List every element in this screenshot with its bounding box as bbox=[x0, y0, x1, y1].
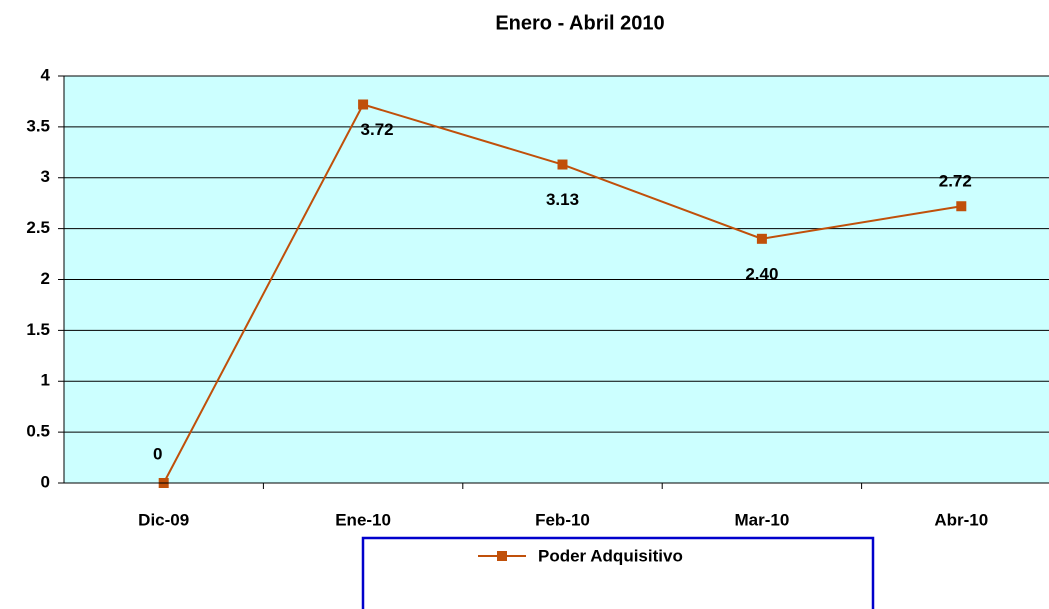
y-tick-label: 3.5 bbox=[26, 116, 50, 135]
x-tick-label: Mar-10 bbox=[734, 510, 789, 529]
data-point bbox=[557, 159, 568, 170]
x-tick-label: Abr-10 bbox=[934, 510, 988, 529]
y-tick-label: 1 bbox=[41, 371, 50, 390]
legend bbox=[361, 536, 875, 609]
y-tick-label: 1.5 bbox=[26, 320, 50, 339]
data-label: 3.13 bbox=[546, 190, 579, 209]
y-tick-label: 2 bbox=[41, 269, 50, 288]
y-tick-label: 4 bbox=[41, 65, 51, 84]
data-point bbox=[358, 99, 369, 110]
y-tick-label: 0.5 bbox=[26, 422, 50, 441]
x-tick-label: Dic-09 bbox=[138, 510, 189, 529]
y-tick-label: 2.5 bbox=[26, 218, 50, 237]
data-label: 3.72 bbox=[361, 120, 394, 139]
x-tick-label: Feb-10 bbox=[535, 510, 590, 529]
x-tick-label: Ene-10 bbox=[335, 510, 391, 529]
data-point bbox=[756, 233, 767, 244]
data-label: 2.40 bbox=[745, 264, 778, 283]
data-point bbox=[956, 201, 967, 212]
y-tick-label: 3 bbox=[41, 167, 50, 186]
y-tick-label: 0 bbox=[41, 472, 50, 491]
data-label: 2.72 bbox=[939, 172, 972, 191]
legend-marker bbox=[497, 551, 507, 561]
legend-label: Poder Adquisitivo bbox=[538, 546, 683, 565]
chart-title: Enero - Abril 2010 bbox=[495, 12, 664, 34]
data-label: 0 bbox=[153, 444, 162, 463]
